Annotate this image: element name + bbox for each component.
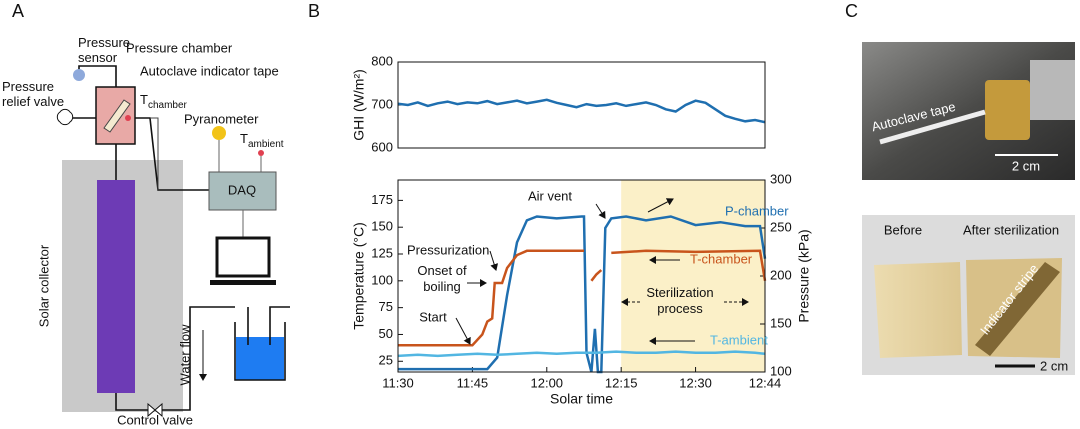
y-axis-label: Temperature (°C) (351, 222, 367, 330)
label: Tambient (240, 131, 284, 149)
x-tick-label: 12:30 (679, 375, 712, 390)
t-chamber-probe (125, 115, 131, 121)
series-label: T-ambient (710, 332, 768, 347)
y-tick-label: 25 (379, 353, 393, 368)
label: Before (884, 222, 922, 237)
pressure-sensor (73, 69, 85, 81)
series-label: T-chamber (690, 251, 753, 266)
label: T (240, 131, 248, 146)
water (236, 337, 284, 380)
control-valve (147, 402, 163, 418)
label: Solar collector (36, 244, 51, 327)
series-line (398, 215, 767, 374)
y-tick-label: 800 (371, 53, 393, 68)
annotation-line: process (657, 301, 703, 316)
shade (621, 180, 765, 372)
annotation-line: Sterilization (646, 285, 713, 300)
fitting (1030, 60, 1075, 120)
x-tick-label: 12:00 (531, 375, 564, 390)
label: 2 cm (1040, 358, 1068, 373)
y-tick-label: 175 (371, 192, 393, 207)
relief-valve (56, 108, 74, 126)
y2-tick-label: 250 (770, 219, 792, 234)
label: After sterilization (963, 222, 1059, 237)
label-line: relief valve (2, 94, 64, 109)
annotation: Sterilization process (646, 285, 713, 316)
pipes (72, 65, 235, 411)
beaker (234, 306, 290, 381)
label: ambient (248, 139, 284, 150)
series-line (398, 249, 767, 347)
laptop-base (210, 280, 276, 285)
y2-tick-label: 100 (770, 363, 792, 378)
y-tick-label: 150 (371, 219, 393, 234)
fitting (985, 80, 1030, 140)
tape (879, 109, 986, 145)
label: chamber (148, 100, 188, 111)
annotation: Air vent (528, 188, 572, 203)
annotation: Start (419, 309, 447, 324)
x-tick-label: 11:45 (457, 375, 489, 390)
label-line: sensor (78, 50, 118, 65)
temp-pressure-chart: 25 50 75 100 125 150 175 100 150 200 250 300 11:30 11… (351, 171, 812, 406)
annotation-arrow (595, 203, 606, 219)
indicator-stripe (975, 262, 1060, 356)
panel-label: A (12, 1, 24, 21)
y-tick-label: 700 (371, 96, 393, 111)
y2-tick-label: 300 (770, 171, 792, 186)
y2-tick-label: 150 (770, 315, 792, 330)
label: Pressure relief valve (2, 79, 64, 109)
label: 2 cm (1012, 158, 1040, 173)
label: Tchamber (140, 92, 188, 110)
plot-frame (397, 61, 766, 149)
annotation-arrow (647, 198, 674, 213)
y2-tick-label: 200 (770, 267, 792, 282)
label: Pyranometer (184, 111, 259, 126)
panel-label: C (845, 1, 858, 21)
daq (208, 171, 277, 211)
wire (150, 117, 159, 190)
y-tick-label: 100 (371, 272, 393, 287)
label: T (140, 92, 148, 107)
label: Autoclave indicator tape (140, 63, 279, 78)
label-line: Pressure (78, 35, 130, 50)
label: DAQ (228, 182, 256, 197)
plot-frame (397, 179, 766, 373)
series-label: P-chamber (725, 203, 789, 218)
annotation-arrow (455, 317, 471, 345)
y-axis-label: GHI (W/m²) (351, 69, 367, 141)
label: Pressure chamber (126, 40, 233, 55)
paper-before (874, 262, 962, 358)
x-axis-label: Solar time (550, 391, 613, 407)
ghi-chart: 600 700 800 GHI (W/m²) (351, 53, 766, 154)
x-tick-label: 12:44 (749, 375, 782, 390)
x-tick-label: 12:15 (605, 375, 638, 390)
series-line (397, 98, 766, 124)
laptop-screen (215, 236, 271, 278)
label: Pressure sensor (78, 35, 130, 65)
y-tick-label: 75 (379, 299, 393, 314)
x-tick-label: 11:30 (382, 375, 414, 390)
y2-axis-label: Pressure (kPa) (796, 229, 812, 322)
series-line (397, 350, 766, 358)
label: Water flow (177, 324, 192, 386)
indicator-tape (103, 99, 131, 133)
absorber (97, 180, 135, 393)
t-ambient-probe (258, 150, 264, 156)
y-tick-label: 125 (371, 245, 393, 260)
panel-label: B (308, 1, 320, 21)
annotation-line: Onset of (417, 263, 467, 278)
pyranometer (212, 126, 226, 140)
label-line: Pressure (2, 79, 54, 94)
y-tick-label: 50 (379, 326, 393, 341)
annotation-arrow (489, 250, 499, 271)
annotation-line: boiling (423, 279, 461, 294)
y-tick-label: 600 (371, 139, 393, 154)
annotation: Pressurization (407, 242, 489, 257)
annotation: Onset of boiling (417, 263, 467, 294)
label: Control valve (117, 412, 193, 427)
